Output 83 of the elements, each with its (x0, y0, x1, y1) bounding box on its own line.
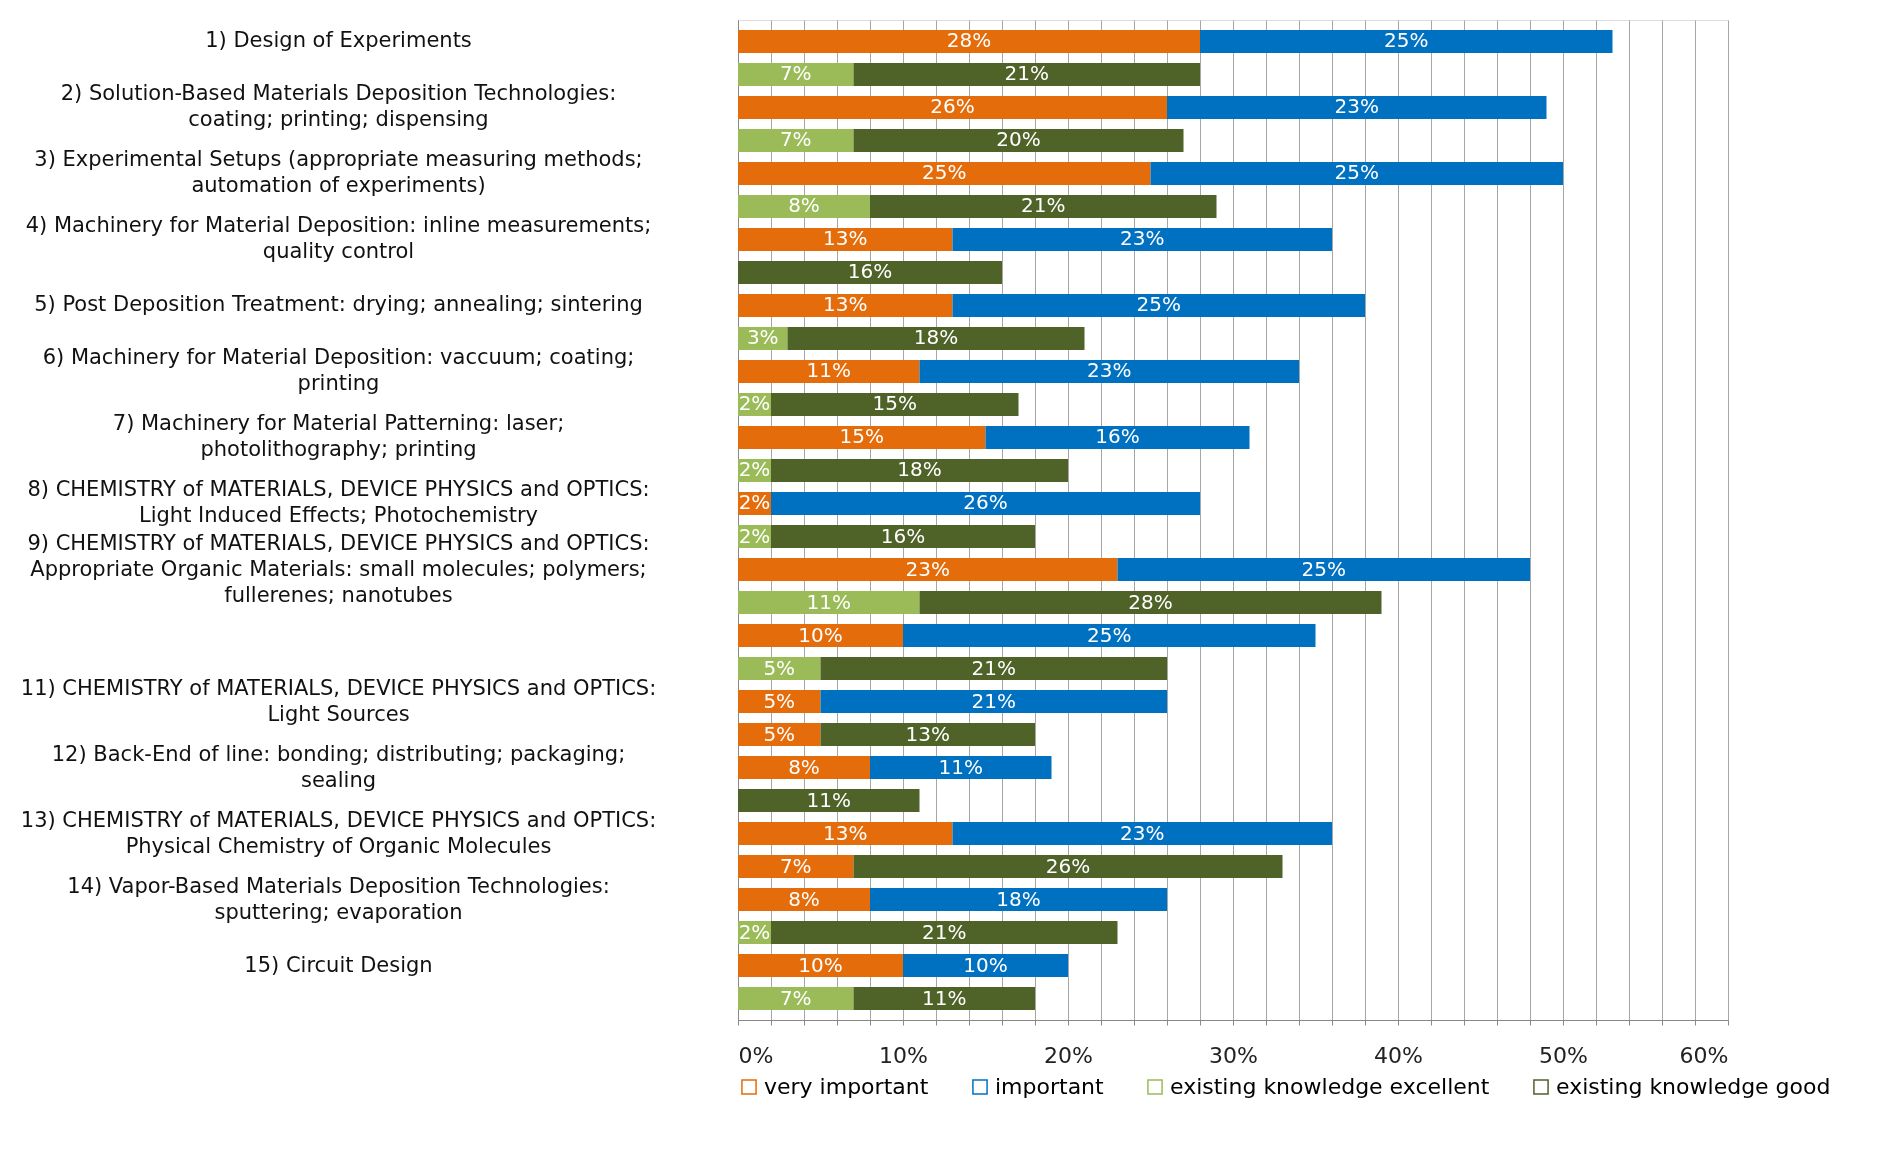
y-tick-label: 1) Design of Experiments (205, 28, 472, 53)
data-label: 5% (763, 655, 796, 680)
data-label: 2% (738, 919, 771, 944)
data-label: 11% (922, 985, 967, 1010)
data-label: 16% (847, 259, 893, 284)
data-label: 21% (971, 655, 1016, 680)
data-label: 21% (971, 688, 1016, 713)
y-tick-label: 3) Experimental Setups (appropriate measuring methods; automation of experiments) (34, 147, 643, 198)
legend-label: very important (764, 1074, 929, 1099)
data-label: 8% (788, 193, 820, 218)
legend-label: important (995, 1074, 1105, 1099)
data-label: 7% (779, 127, 812, 152)
data-label: 23% (1120, 820, 1165, 845)
data-label: 13% (823, 292, 868, 317)
data-label: 10% (963, 952, 1008, 977)
data-label: 11% (806, 358, 851, 383)
x-tick-label: 50% (1539, 1042, 1588, 1068)
legend-label: existing knowledge good (1556, 1074, 1831, 1099)
data-label: 15% (872, 391, 917, 416)
data-label: 26% (1045, 853, 1091, 878)
legend-label: existing knowledge excellent (1170, 1074, 1490, 1099)
data-label: 11% (806, 589, 851, 614)
data-label: 26% (930, 94, 975, 119)
data-label: 25% (1087, 622, 1132, 647)
y-tick-label: 13) CHEMISTRY of MATERIALS, DEVICE PHYSICS and OPTICS: Physical Chemistry of Organic Molecules (20, 807, 657, 858)
data-label: 11% (806, 787, 851, 812)
data-label: 25% (1334, 160, 1379, 185)
data-label: 7% (779, 985, 812, 1010)
y-tick-label: 6) Machinery for Material Deposition: vaccuum; coating; printing (42, 345, 635, 396)
y-tick-label: 12) Back-End of line: bonding; distributing; packaging; sealing (51, 741, 626, 792)
data-label: 2% (738, 457, 771, 482)
data-label: 23% (1120, 226, 1165, 251)
data-label: 21% (1004, 61, 1049, 86)
data-label: 8% (788, 754, 820, 779)
y-tick-label: 7) Machinery for Material Patterning: laser; photolithography; printing (112, 411, 565, 462)
data-label: 8% (788, 886, 820, 911)
x-tick-label: 0% (738, 1042, 774, 1068)
y-tick-label: 11) CHEMISTRY of MATERIALS, DEVICE PHYSICS and OPTICS: Light Sources (20, 675, 657, 726)
x-tick-label: 10% (879, 1042, 928, 1068)
data-label: 7% (779, 853, 812, 878)
data-label: 26% (963, 490, 1008, 515)
y-tick-label: 8) CHEMISTRY of MATERIALS, DEVICE PHYSICS and OPTICS: Light Induced Effects; Photochemistry (27, 477, 650, 528)
data-label: 21% (922, 919, 967, 944)
data-label: 13% (823, 226, 868, 251)
y-tick-label: 14) Vapor-Based Materials Deposition Technologies: sputtering; evaporation (67, 873, 610, 924)
data-label: 16% (1095, 424, 1140, 449)
data-label: 2% (738, 391, 771, 416)
data-label: 20% (996, 127, 1041, 152)
data-label: 11% (938, 754, 983, 779)
data-label: 3% (746, 325, 779, 350)
y-tick-label: 2) Solution-Based Materials Deposition Technologies: coating; printing; dispensing (60, 81, 617, 132)
data-label: 23% (1087, 358, 1132, 383)
data-label: 18% (996, 886, 1041, 911)
y-tick-label: 9) CHEMISTRY of MATERIALS, DEVICE PHYSICS and OPTICS: Appropriate Organic Materials: small molecules; polymers; fullerenes; nanotubes (27, 530, 650, 607)
data-label: 28% (1128, 589, 1173, 614)
data-label: 5% (763, 688, 796, 713)
data-label: 10% (798, 622, 843, 647)
x-tick-label: 60% (1679, 1042, 1729, 1068)
data-label: 7% (779, 61, 812, 86)
x-tick-label: 30% (1209, 1042, 1258, 1068)
data-label: 2% (738, 490, 771, 515)
y-tick-label: 5) Post Deposition Treatment: drying; annealing; sintering (34, 292, 643, 317)
data-label: 16% (880, 523, 926, 548)
data-label: 13% (905, 721, 950, 746)
data-label: 21% (1021, 193, 1066, 218)
data-label: 10% (798, 952, 843, 977)
y-tick-label: 4) Machinery for Material Deposition: inline measurements; quality control (25, 213, 652, 264)
data-label: 23% (1334, 94, 1379, 119)
data-label: 25% (1136, 292, 1181, 317)
y-tick-label: 15) Circuit Design (244, 952, 433, 977)
x-tick-label: 40% (1374, 1042, 1423, 1068)
data-label: 5% (763, 721, 796, 746)
data-label: 18% (897, 457, 942, 482)
data-label: 25% (1301, 556, 1346, 581)
data-label: 25% (922, 160, 967, 185)
data-label: 23% (905, 556, 950, 581)
data-label: 18% (913, 325, 959, 350)
data-label: 13% (823, 820, 868, 845)
data-label: 15% (839, 424, 884, 449)
x-tick-label: 20% (1044, 1042, 1093, 1068)
data-label: 28% (946, 28, 992, 53)
data-label: 2% (738, 523, 771, 548)
data-label: 25% (1384, 28, 1429, 53)
